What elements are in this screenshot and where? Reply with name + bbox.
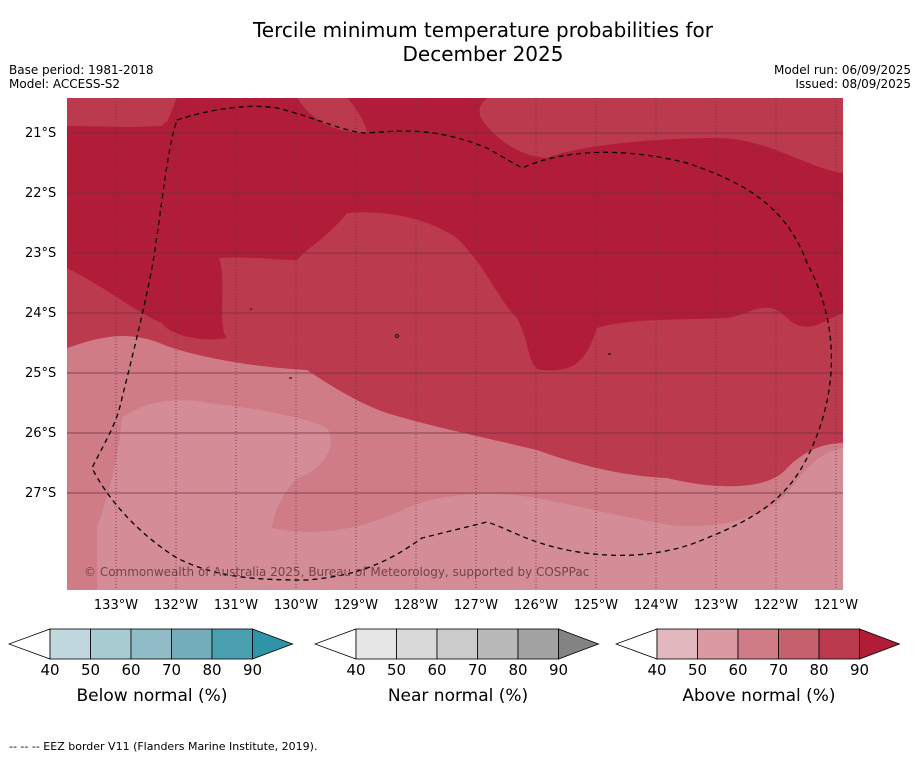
colorbar-tick: 40 [647, 661, 667, 679]
colorbar-tick: 60 [728, 661, 748, 679]
copyright-notice: © Commonwealth of Australia 2025, Bureau… [84, 565, 590, 579]
colorbar-title-below: Below normal (%) [76, 686, 228, 706]
lon-label: 123°W [693, 598, 739, 613]
colorbar-tick: 50 [80, 661, 101, 679]
colorbar-segment [211, 628, 253, 660]
meridians [115, 98, 837, 590]
colorbar-tick: 40 [40, 661, 60, 679]
colorbar-extend-low [615, 628, 658, 660]
colorbar-tick: 70 [768, 661, 789, 679]
colorbar-tick: 50 [386, 661, 407, 679]
colorbar-title-near: Near normal (%) [387, 686, 529, 706]
title-line-1: Tercile minimum temperature probabilitie… [252, 18, 714, 42]
title-line-2: December 2025 [402, 42, 564, 66]
lon-label: 130°W [273, 598, 319, 613]
colorbar-extend-high [558, 628, 600, 660]
colorbar-tick: 90 [548, 661, 569, 679]
colorbar-tick: 50 [687, 661, 708, 679]
colorbar-tick: 60 [121, 661, 141, 679]
band-80-region [67, 98, 843, 371]
lat-label: 25°S [25, 366, 57, 381]
band-top-notch [297, 98, 367, 133]
lon-label: 121°W [813, 598, 859, 613]
colorbar-above [615, 628, 901, 660]
meta-left: Base period: 1981-2018 Model: ACCESS-S2 [9, 63, 154, 91]
lon-label: 128°W [393, 598, 439, 613]
colorbar-segment [656, 628, 698, 660]
colorbar-title-above: Above normal (%) [682, 686, 836, 706]
lon-label: 131°W [213, 598, 259, 613]
colorbar-segment [517, 628, 559, 660]
colorbar-segment [477, 628, 519, 660]
issued-date: Issued: 08/09/2025 [795, 77, 911, 91]
colorbar-tick: 80 [202, 661, 222, 679]
colorbar-tick: 40 [346, 661, 366, 679]
map-title: Tercile minimum temperature probabilitie… [0, 18, 919, 66]
model-run: Model run: 06/09/2025 [773, 63, 911, 77]
lon-label: 122°W [753, 598, 799, 613]
lat-label: 21°S [25, 126, 57, 141]
colorbar-tick: 70 [467, 661, 488, 679]
band-50-region [97, 400, 843, 590]
colorbar-segment [396, 628, 438, 660]
colorbar-segment [818, 628, 860, 660]
grid-lines [67, 132, 843, 494]
colorbar-tick: 80 [809, 661, 829, 679]
colorbar-segment [171, 628, 213, 660]
colorbar-extend-high [859, 628, 901, 660]
colorbar-segment [737, 628, 779, 660]
lat-label: 22°S [25, 186, 57, 201]
lon-label: 133°W [93, 598, 139, 613]
meta-right: Model run: 06/09/2025 Issued: 08/09/2025 [774, 63, 911, 91]
colorbar-tick: 70 [161, 661, 182, 679]
lon-label: 129°W [333, 598, 379, 613]
lat-label: 27°S [25, 486, 57, 501]
model-name: Model: ACCESS-S2 [9, 77, 121, 91]
colorbar-segment [49, 628, 91, 660]
colorbar-tick: 60 [427, 661, 447, 679]
colorbar-tick: 90 [242, 661, 263, 679]
lon-label: 125°W [573, 598, 619, 613]
colorbar-tick: 90 [849, 661, 870, 679]
colorbar-extend-low [8, 628, 51, 660]
band-top-left [67, 98, 177, 127]
map-canvas [67, 98, 843, 590]
island-mark [395, 334, 399, 338]
lon-label: 132°W [153, 598, 199, 613]
colorbar-segment [355, 628, 397, 660]
probability-map: © Commonwealth of Australia 2025, Bureau… [67, 98, 843, 590]
lon-label: 126°W [513, 598, 559, 613]
eez-legend-note: -- -- -- EEZ border V11 (Flanders Marine… [9, 740, 318, 753]
colorbar-segment [130, 628, 172, 660]
colorbar-segment [697, 628, 739, 660]
colorbar-tick: 80 [508, 661, 528, 679]
band-top-right [479, 98, 843, 173]
colorbar-below [8, 628, 294, 660]
colorbar-segment [436, 628, 478, 660]
colorbar-extend-high [252, 628, 294, 660]
colorbar-near [314, 628, 600, 660]
eez-border [91, 105, 833, 581]
base-period: Base period: 1981-2018 [9, 63, 154, 77]
colorbar-extend-low [314, 628, 357, 660]
colorbar-segment [778, 628, 820, 660]
lat-label: 23°S [25, 246, 57, 261]
lat-label: 24°S [25, 306, 57, 321]
colorbar-segment [90, 628, 132, 660]
lat-label: 26°S [25, 426, 57, 441]
lon-label: 127°W [453, 598, 499, 613]
lon-label: 124°W [633, 598, 679, 613]
